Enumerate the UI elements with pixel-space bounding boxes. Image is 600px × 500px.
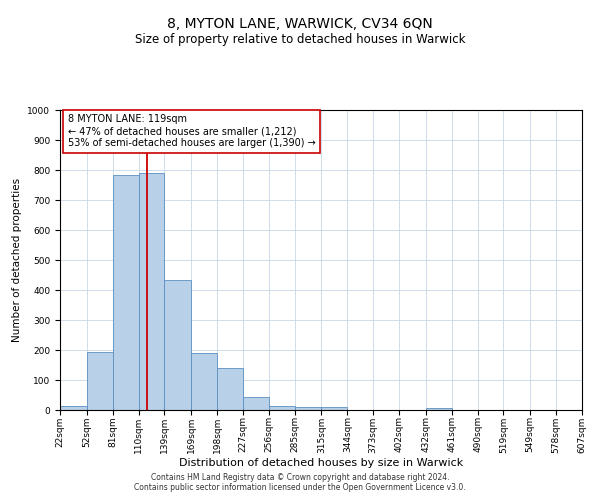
Bar (426, 408, 452, 410)
Y-axis label: Number of detached properties: Number of detached properties (12, 178, 22, 342)
Bar (139, 173, 164, 410)
Text: Contains HM Land Registry data © Crown copyright and database right 2024.
Contai: Contains HM Land Registry data © Crown c… (134, 473, 466, 492)
Bar (295, 407, 322, 410)
Bar (164, 280, 191, 410)
X-axis label: Distribution of detached houses by size in Warwick: Distribution of detached houses by size … (179, 458, 463, 468)
Bar (269, 406, 295, 410)
Bar (113, 174, 139, 410)
Bar (60, 406, 87, 410)
Bar (243, 396, 269, 410)
Text: 8, MYTON LANE, WARWICK, CV34 6QN: 8, MYTON LANE, WARWICK, CV34 6QN (167, 18, 433, 32)
Bar (217, 368, 243, 410)
Bar (191, 353, 217, 410)
Bar (322, 407, 347, 410)
Text: 8 MYTON LANE: 119sqm
← 47% of detached houses are smaller (1,212)
53% of semi-de: 8 MYTON LANE: 119sqm ← 47% of detached h… (68, 114, 316, 148)
Text: Size of property relative to detached houses in Warwick: Size of property relative to detached ho… (135, 32, 465, 46)
Bar (87, 352, 113, 410)
